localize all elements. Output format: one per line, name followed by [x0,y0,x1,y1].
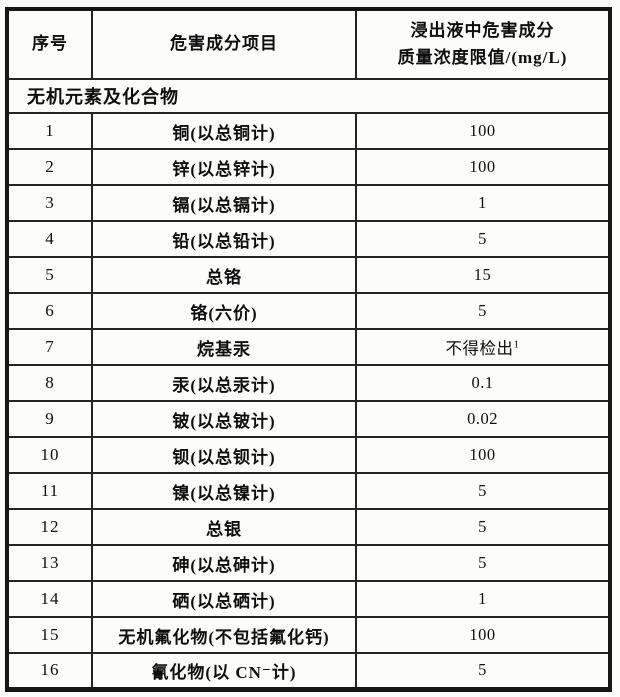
row-limit-value: 5 [478,229,487,248]
row-item: 无机氟化物(不包括氟化钙) [91,616,357,654]
row-item: 锌(以总锌计) [91,148,357,186]
row-limit: 100 [355,616,611,654]
row-limit-value: 100 [469,625,496,644]
row-limit-value: 100 [469,157,496,176]
table-row: 10 钡(以总钡计) 100 [6,436,611,474]
table-row: 1 铜(以总铜计) 100 [6,112,611,150]
row-item: 铍(以总铍计) [91,400,357,438]
row-limit-value: 1 [478,193,487,212]
row-number: 2 [6,148,93,186]
row-limit: 100 [355,436,611,474]
row-limit-value: 100 [469,121,496,140]
section-header-row: 无机元素及化合物 [6,78,611,114]
table-row: 6 铬(六价) 5 [6,292,611,330]
row-limit-value: 1 [478,589,487,608]
row-limit: 5 [355,508,611,546]
row-number: 11 [6,472,93,510]
row-limit: 5 [355,292,611,330]
table-row: 16 氰化物(以 CN⁻计) 5 [6,652,611,690]
row-limit-value: 100 [469,445,496,464]
row-number: 13 [6,544,93,582]
row-limit: 0.1 [355,364,611,402]
row-limit: 5 [355,472,611,510]
row-item: 镉(以总镉计) [91,184,357,222]
row-limit-value: 0.1 [471,373,494,392]
table-row: 14 硒(以总硒计) 1 [6,580,611,618]
row-number: 3 [6,184,93,222]
table-row: 9 铍(以总铍计) 0.02 [6,400,611,438]
row-item: 砷(以总砷计) [91,544,357,582]
row-item: 铜(以总铜计) [91,112,357,150]
row-item: 钡(以总钡计) [91,436,357,474]
row-limit: 5 [355,544,611,582]
table-row: 15 无机氟化物(不包括氟化钙) 100 [6,616,611,654]
table-row: 2 锌(以总锌计) 100 [6,148,611,186]
table-row: 12 总银 5 [6,508,611,546]
column-header-no: 序号 [6,8,93,80]
row-number: 5 [6,256,93,294]
row-number: 14 [6,580,93,618]
row-limit: 1 [355,580,611,618]
row-limit-value: 15 [473,265,492,284]
table-row: 5 总铬 15 [6,256,611,294]
row-limit: 5 [355,652,611,690]
row-number: 7 [6,328,93,366]
row-number: 15 [6,616,93,654]
table-row: 13 砷(以总砷计) 5 [6,544,611,582]
row-item: 镍(以总镍计) [91,472,357,510]
row-number: 6 [6,292,93,330]
row-item: 铬(六价) [91,292,357,330]
row-item: 氰化物(以 CN⁻计) [91,652,357,690]
row-number: 12 [6,508,93,546]
column-header-limit: 浸出液中危害成分 质量浓度限值/(mg/L) [355,8,611,80]
column-header-limit-line2: 质量浓度限值/(mg/L) [397,47,568,67]
row-number: 10 [6,436,93,474]
table-row: 8 汞(以总汞计) 0.1 [6,364,611,402]
row-limit-value: 5 [478,660,487,680]
row-limit: 100 [355,112,611,150]
table-header-row: 序号 危害成分项目 浸出液中危害成分 质量浓度限值/(mg/L) [6,8,611,80]
row-limit: 100 [355,148,611,186]
row-limit-value: 5 [478,517,487,536]
row-item: 硒(以总硒计) [91,580,357,618]
hazardous-components-limits-table: 序号 危害成分项目 浸出液中危害成分 质量浓度限值/(mg/L) 无机元素及化合… [5,7,612,692]
row-number: 16 [6,652,93,690]
row-limit: 15 [355,256,611,294]
row-item: 总铬 [91,256,357,294]
row-limit-value: 5 [478,301,487,320]
column-header-item: 危害成分项目 [91,8,357,80]
row-item: 烷基汞 [91,328,357,366]
row-item: 总银 [91,508,357,546]
row-limit: 不得检出1 [355,328,611,366]
row-limit: 5 [355,220,611,258]
column-header-limit-line1: 浸出液中危害成分 [410,21,555,41]
row-item: 汞(以总汞计) [91,364,357,402]
table-row: 4 铅(以总铅计) 5 [6,220,611,258]
table-row: 11 镍(以总镍计) 5 [6,472,611,510]
table-row: 7 烷基汞 不得检出1 [6,328,611,366]
row-number: 8 [6,364,93,402]
row-limit-value: 不得检出 [445,339,514,358]
row-limit: 1 [355,184,611,222]
row-number: 1 [6,112,93,150]
row-number: 9 [6,400,93,438]
section-header-label: 无机元素及化合物 [6,78,611,114]
row-number: 4 [6,220,93,258]
row-limit-value: 0.02 [467,409,498,428]
row-limit-footnote: 1 [513,338,520,351]
table-row: 3 镉(以总镉计) 1 [6,184,611,222]
row-item: 铅(以总铅计) [91,220,357,258]
row-limit: 0.02 [355,400,611,438]
row-limit-value: 5 [478,553,487,572]
row-limit-value: 5 [478,481,487,500]
